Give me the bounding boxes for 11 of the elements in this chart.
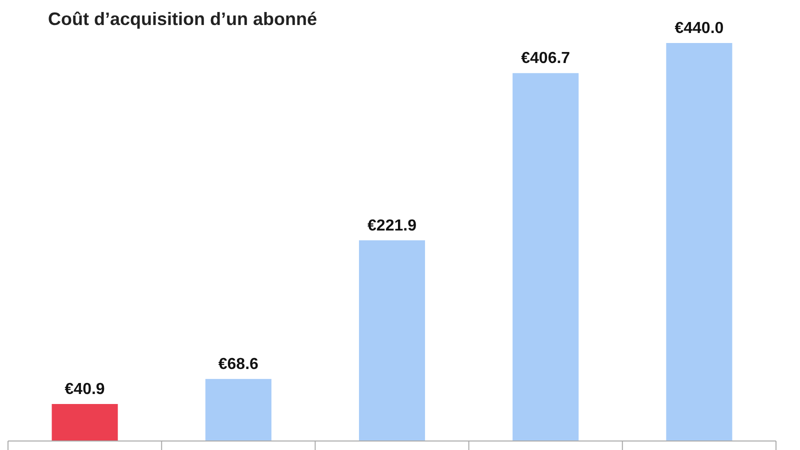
data-label: €221.9 — [368, 217, 417, 234]
data-label: €406.7 — [521, 50, 570, 68]
bar — [666, 43, 732, 441]
bar — [205, 378, 272, 441]
bar — [512, 73, 579, 441]
data-label: €440.0 — [674, 20, 724, 37]
data-label: €40.9 — [64, 381, 105, 398]
bar — [52, 404, 118, 441]
bar — [358, 240, 426, 441]
chart-title: Coût d’acquisition d’un abonné — [48, 9, 317, 29]
data-label: €68.6 — [218, 356, 259, 373]
